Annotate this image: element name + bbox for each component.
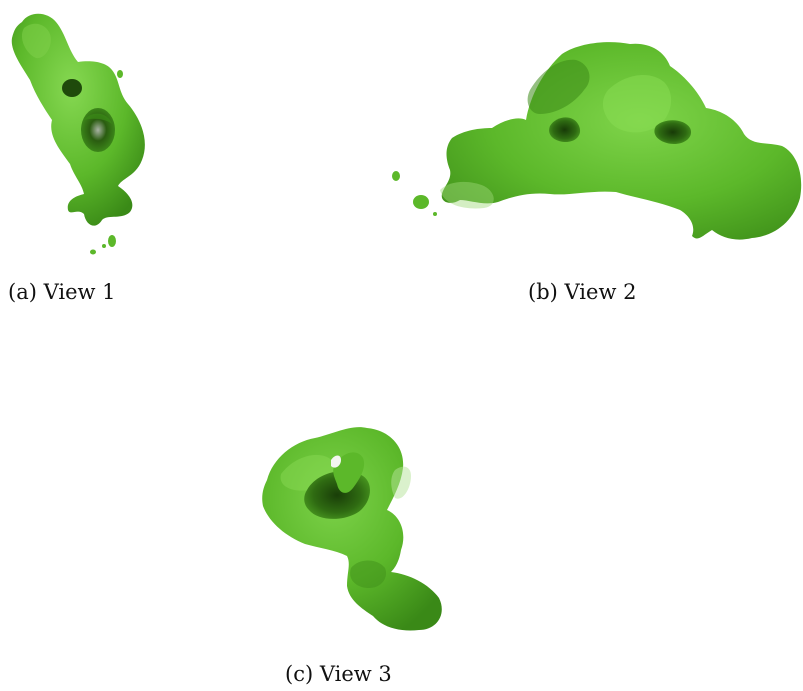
panel-view-1: [0, 0, 160, 260]
render-view-3: [262, 427, 442, 631]
fragment: [392, 171, 400, 181]
cavity-right: [654, 120, 692, 144]
fragment: [108, 235, 116, 247]
panel-view-2: [380, 30, 803, 250]
fragment: [117, 70, 123, 78]
caption-view-3: (c) View 3: [285, 662, 392, 686]
fragment: [413, 195, 429, 209]
inner-gap: [331, 455, 341, 468]
caption-view-2: (b) View 2: [528, 280, 637, 304]
render-view-1: [11, 13, 145, 255]
render-view-2: [392, 42, 802, 240]
cavity-left: [549, 117, 581, 142]
blob-shadow: [527, 59, 590, 114]
fragment: [433, 212, 437, 216]
blob-highlight: [602, 75, 672, 133]
inner-ridge: [333, 452, 365, 493]
blob-translucent-edge: [391, 466, 411, 499]
fragment: [102, 244, 106, 248]
blob-shape: [441, 42, 802, 240]
cavity-rim: [84, 113, 112, 124]
blob-shape: [11, 13, 145, 226]
fragment: [90, 249, 96, 255]
caption-view-1: (a) View 1: [8, 280, 116, 304]
lower-lobe-shadow: [350, 560, 387, 588]
panel-view-3: [255, 418, 455, 643]
blob-highlight: [21, 23, 51, 59]
blob-translucent-edge: [440, 181, 494, 209]
cavity-upper: [62, 79, 82, 97]
